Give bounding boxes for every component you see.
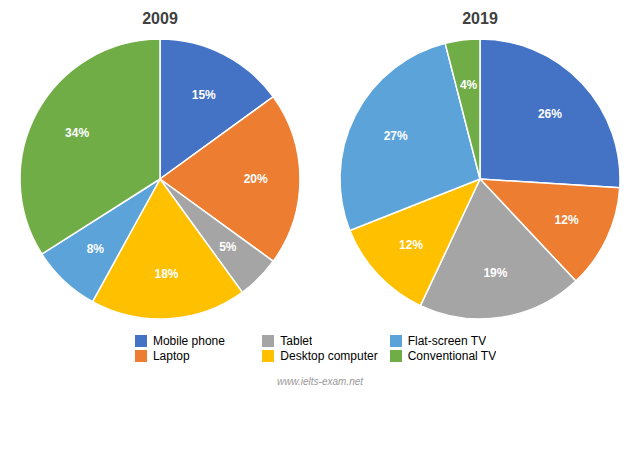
html-text:Laptop: Laptop xyxy=(152,349,190,363)
svg-text:12%: 12% xyxy=(399,238,423,252)
html-text:Desktop computer: Desktop computer xyxy=(280,349,378,363)
html-text:www.ielts-exam.net: www.ielts-exam.net xyxy=(276,376,364,387)
html-text:Tablet: Tablet xyxy=(280,334,313,348)
svg-text:18%: 18% xyxy=(154,267,178,281)
html-text:2019: 2019 xyxy=(462,10,498,27)
svg-text:15%: 15% xyxy=(192,88,216,102)
html-text:Mobile phone: Mobile phone xyxy=(152,334,225,348)
svg-text:19%: 19% xyxy=(483,266,507,280)
svg-text:26%: 26% xyxy=(538,107,562,121)
html-text:Flat-screen TV: Flat-screen TV xyxy=(407,334,487,348)
svg-text:5%: 5% xyxy=(219,240,237,254)
svg-text:20%: 20% xyxy=(244,172,268,186)
html-text:2009: 2009 xyxy=(142,10,178,27)
svg-text:4%: 4% xyxy=(460,78,478,92)
svg-text:8%: 8% xyxy=(87,242,105,256)
html-text:Conventional TV: Conventional TV xyxy=(407,349,497,363)
svg-text:34%: 34% xyxy=(65,126,89,140)
svg-text:27%: 27% xyxy=(384,129,408,143)
svg-text:12%: 12% xyxy=(555,213,579,227)
